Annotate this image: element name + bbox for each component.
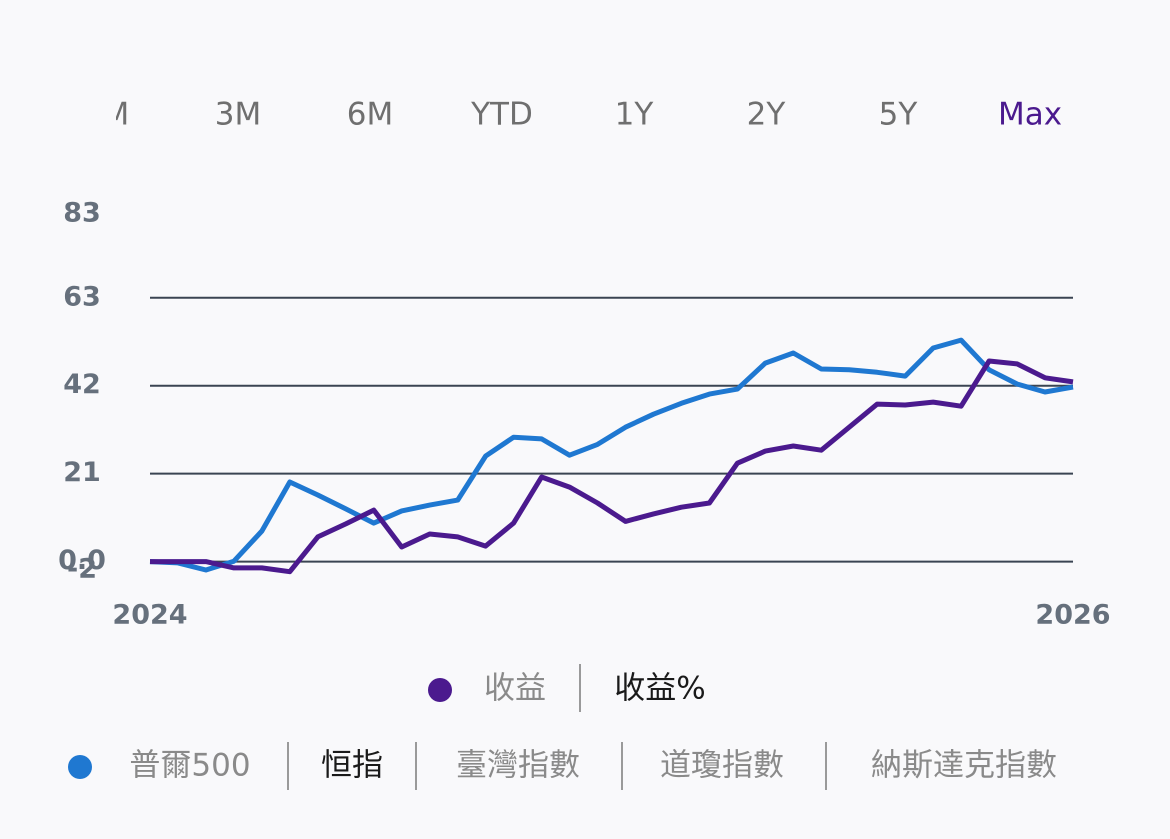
range-tabs: 1M 3M 6M YTD 1Y 2Y 5Y Max [83, 97, 1062, 133]
benchmark-option[interactable]: 臺灣指數 [456, 748, 580, 784]
y-tick-label: -2 [67, 554, 97, 585]
y-tick-label: 83 [63, 198, 101, 229]
range-tab[interactable]: 1Y [615, 97, 654, 133]
range-tab[interactable]: 3M [215, 97, 261, 133]
y-tick-label: 63 [63, 281, 101, 312]
legend-dot [428, 678, 452, 702]
legend-label[interactable]: 普爾500 [129, 748, 250, 784]
range-tab[interactable]: 1M [83, 97, 129, 133]
benchmark-option[interactable]: 納斯達克指數 [871, 748, 1057, 784]
benchmark-option[interactable]: 道瓊指數 [660, 748, 784, 784]
y-tick-label: 0.0 [58, 545, 106, 576]
legend-dot [68, 755, 92, 779]
series-line [150, 358, 1074, 575]
x-tick-label: 2026 [1035, 600, 1110, 631]
range-tab[interactable]: YTD [470, 97, 533, 133]
benchmark-option[interactable]: 恒指 [321, 748, 383, 784]
series-line [149, 337, 1074, 573]
range-tab[interactable]: 5Y [879, 97, 918, 133]
range-tab[interactable]: Max [998, 97, 1062, 133]
metric-option[interactable]: 收益% [614, 671, 705, 707]
legend-label[interactable]: 收益 [484, 671, 546, 707]
range-tab[interactable]: 2Y [747, 97, 786, 133]
legend: 收益 收益% 普爾500 恒指 臺灣指數 道瓊指數 納斯達克指數 [68, 664, 1057, 790]
x-tick-label: 2024 [112, 600, 187, 631]
y-tick-label: 21 [63, 457, 101, 488]
chart: 83 63 42 21 0.0-2 2024 2026 [58, 198, 1111, 631]
y-tick-label: 42 [63, 369, 101, 400]
range-tab[interactable]: 6M [347, 97, 393, 133]
